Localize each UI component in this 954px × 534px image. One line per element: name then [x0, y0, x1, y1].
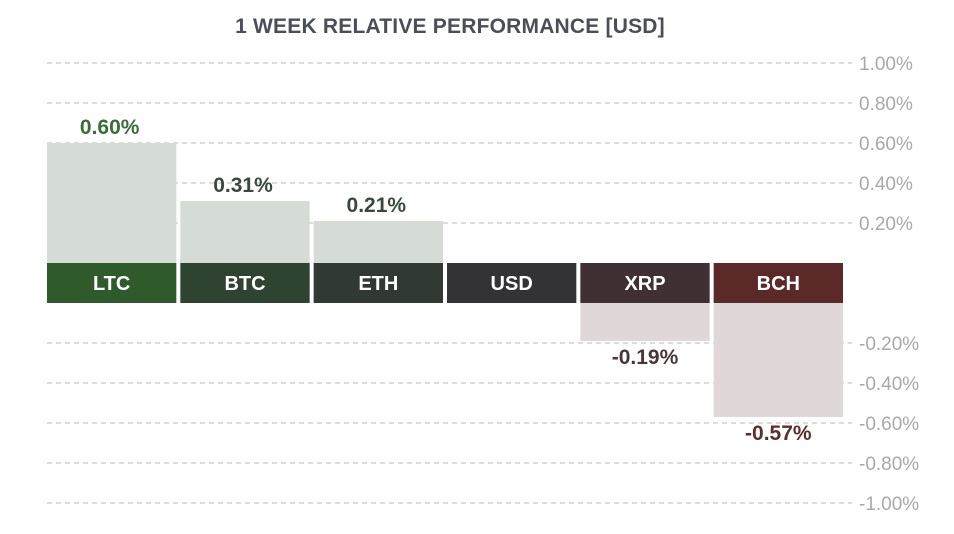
chart-title: 1 WEEK RELATIVE PERFORMANCE [USD] [235, 15, 665, 38]
y-tick-label: -0.40% [859, 374, 919, 395]
bar-layer [47, 143, 843, 417]
y-tick-label: 1.00% [859, 54, 913, 75]
category-cell-xrp [580, 263, 710, 303]
value-label-xrp: -0.19% [612, 346, 679, 369]
y-tick-label: 0.20% [859, 214, 913, 235]
y-tick-label: -0.20% [859, 334, 919, 355]
y-tick-label: 0.80% [859, 94, 913, 115]
bar-ltc [47, 143, 177, 263]
category-label-btc: BTC [224, 273, 265, 295]
category-band: LTC BTC ETH USD XRP BCH [47, 263, 843, 303]
y-tick-label: -1.00% [859, 494, 919, 515]
category-label-xrp: XRP [624, 273, 665, 295]
value-label-layer: 0.60% 0.31% 0.21% -0.19% -0.57% [80, 116, 812, 445]
value-label-btc: 0.31% [213, 174, 273, 197]
category-cell-bch [713, 263, 843, 303]
bar-bch [713, 303, 843, 417]
bar-xrp [580, 303, 710, 341]
category-label-ltc: LTC [93, 273, 130, 295]
value-label-eth: 0.21% [347, 194, 407, 217]
category-cell-ltc [47, 263, 177, 303]
category-label-usd: USD [491, 273, 533, 295]
bar-eth [313, 221, 443, 263]
category-cell-usd [447, 263, 577, 303]
bar-btc [180, 201, 310, 263]
category-label-bch: BCH [757, 273, 800, 295]
category-label-eth: ETH [358, 273, 398, 295]
category-cell-eth [313, 263, 443, 303]
category-cell-btc [180, 263, 310, 303]
y-tick-label: 0.60% [859, 134, 913, 155]
value-label-bch: -0.57% [745, 422, 812, 445]
y-tick-label: -0.80% [859, 454, 919, 475]
y-tick-label: 0.40% [859, 174, 913, 195]
y-tick-label: -0.60% [859, 414, 919, 435]
value-label-ltc: 0.60% [80, 116, 140, 139]
